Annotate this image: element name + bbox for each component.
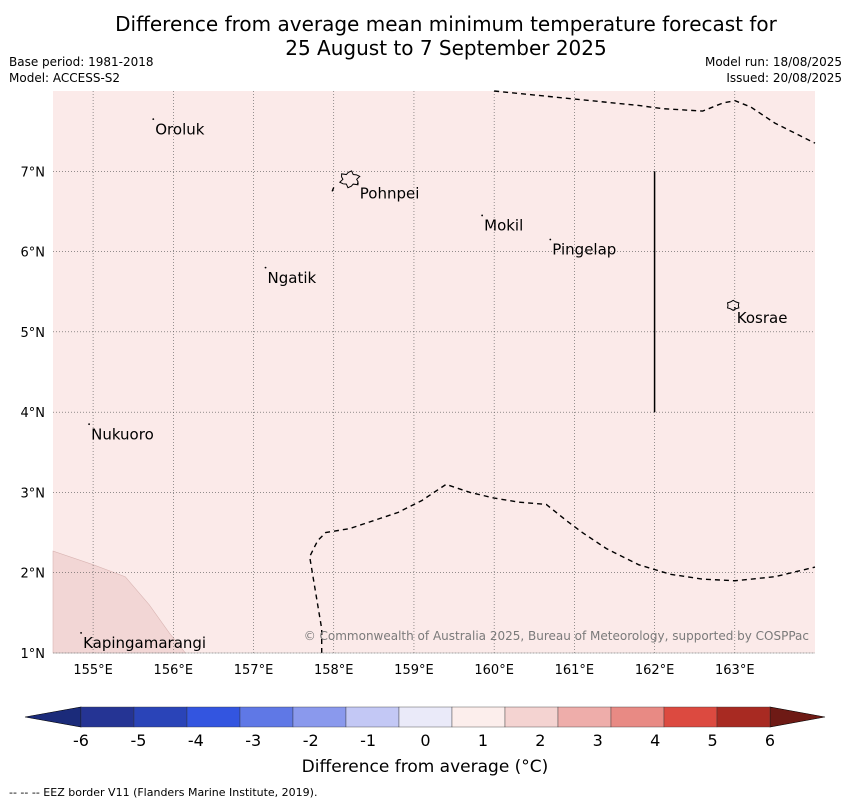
- x-tick-label: 159°E: [394, 663, 434, 678]
- eez-border: [308, 483, 816, 653]
- anomaly-patch: [52, 550, 186, 654]
- colorbar-tick-label: -6: [73, 731, 89, 750]
- eez-legend-note: -- -- -- EEZ border V11 (Flanders Marine…: [9, 786, 318, 799]
- colorbar-tick-label: 4: [650, 731, 660, 750]
- x-tick-label: 162°E: [635, 663, 675, 678]
- colorbar-swatch: [610, 706, 665, 728]
- y-tick-label: 1°N: [21, 647, 46, 662]
- meta-left: Base period: 1981-2018 Model: ACCESS-S2: [9, 54, 154, 86]
- place-marker: [481, 214, 484, 217]
- place-label: Nukuoro: [91, 425, 154, 443]
- model-name: Model: ACCESS-S2: [9, 71, 121, 85]
- colorbar-tick-label: -2: [303, 731, 319, 750]
- place-label: Kapingamarangi: [83, 634, 206, 652]
- colorbar-swatch: [504, 706, 559, 728]
- x-tick-label: 158°E: [314, 663, 354, 678]
- colorbar-tick-label: 6: [765, 731, 775, 750]
- y-tick-label: 4°N: [21, 406, 46, 421]
- issued-date: Issued: 20/08/2025: [726, 71, 842, 85]
- colorbar-swatch: [80, 706, 135, 728]
- colorbar-over-arrow: [769, 706, 826, 728]
- colorbar-swatch: [345, 706, 400, 728]
- title-line-1: Difference from average mean minimum tem…: [115, 12, 777, 36]
- y-tick-label: 2°N: [21, 567, 46, 582]
- pohnpei-island: [338, 170, 361, 189]
- colorbar-swatch: [133, 706, 188, 728]
- y-tick-label: 5°N: [21, 326, 46, 341]
- kosrae-island: [726, 299, 740, 311]
- place-label: Ngatik: [268, 269, 317, 287]
- model-run: Model run: 18/08/2025: [704, 55, 842, 69]
- colorbar-tick-label: 1: [478, 731, 488, 750]
- eez-border: [494, 90, 816, 144]
- colorbar-swatch: [557, 706, 612, 728]
- chart-title: Difference from average mean minimum tem…: [0, 12, 850, 60]
- y-tick-label: 6°N: [21, 246, 46, 261]
- place-label: Pingelap: [552, 241, 616, 259]
- base-period: Base period: 1981-2018: [9, 55, 154, 69]
- colorbar-tick-label: 2: [535, 731, 545, 750]
- colorbar-swatch: [716, 706, 771, 728]
- colorbar: -6 -5 -4 -3 -2 -1 0 1 2 3 4 5 6: [24, 706, 826, 750]
- colorbar-swatch: [292, 706, 347, 728]
- eez-border: [331, 187, 335, 192]
- place-marker: [88, 423, 90, 426]
- place-label: Pohnpei: [360, 185, 420, 203]
- colorbar-under-arrow: [24, 706, 82, 728]
- x-tick-label: 157°E: [234, 663, 274, 678]
- meta-right: Model run: 18/08/2025 Issued: 20/08/2025: [705, 54, 842, 86]
- place-marker: [264, 266, 267, 269]
- colorbar-tick-label: -4: [188, 731, 204, 750]
- colorbar-tick-label: -3: [245, 731, 261, 750]
- map-background: [53, 91, 815, 653]
- place-label: Oroluk: [155, 120, 204, 138]
- place-marker: [152, 118, 155, 120]
- title-line-2: 25 August to 7 September 2025: [285, 36, 607, 60]
- colorbar-tick-label: -1: [360, 731, 376, 750]
- place-label: Kosrae: [737, 309, 788, 327]
- place-marker: [733, 306, 736, 309]
- map-panel: Oroluk Pohnpei Mokil Pingelap Ngatik Kosrae Nu…: [21, 90, 816, 678]
- colorbar-tick-label: 5: [707, 731, 717, 750]
- y-tick-label: 3°N: [21, 486, 46, 501]
- place-label: Mokil: [484, 217, 523, 235]
- colorbar-label: Difference from average (°C): [301, 757, 549, 777]
- colorbar-swatch: [186, 706, 241, 728]
- x-tick-label: 155°E: [73, 663, 113, 678]
- colorbar-swatch: [398, 706, 453, 728]
- y-tick-label: 7°N: [21, 165, 46, 180]
- x-tick-label: 163°E: [715, 663, 755, 678]
- colorbar-tick-label: 3: [593, 731, 603, 750]
- colorbar-tick-label: -5: [130, 731, 146, 750]
- place-marker: [80, 632, 82, 634]
- colorbar-tick-label: 0: [420, 731, 430, 750]
- place-marker: [549, 238, 552, 241]
- x-tick-label: 160°E: [474, 663, 514, 678]
- x-tick-label: 156°E: [154, 663, 194, 678]
- place-marker: [356, 182, 359, 185]
- colorbar-swatch: [239, 706, 294, 728]
- colorbar-swatch: [451, 706, 506, 728]
- copyright-text: © Commonwealth of Australia 2025, Bureau…: [304, 629, 809, 643]
- x-tick-label: 161°E: [555, 663, 595, 678]
- colorbar-swatch: [663, 706, 718, 728]
